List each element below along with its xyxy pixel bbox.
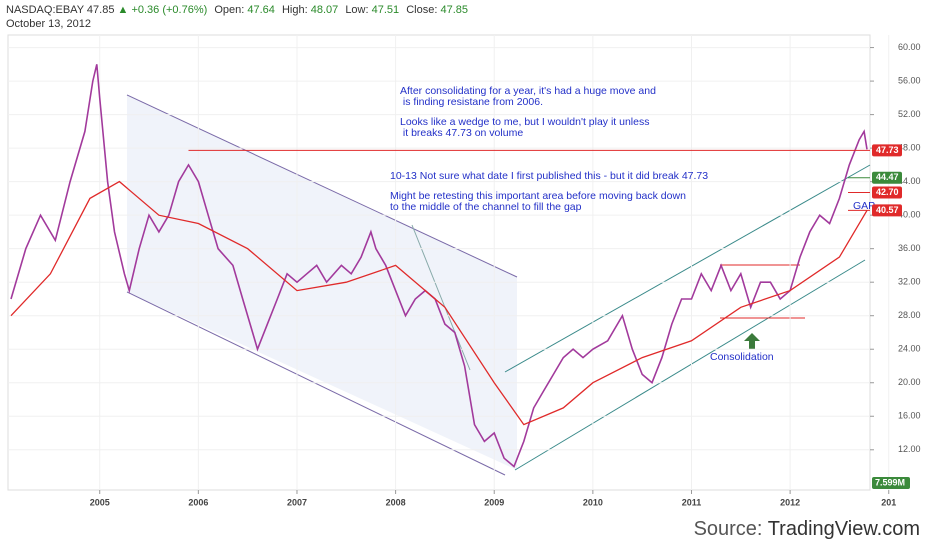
x-tick-label: 201 bbox=[881, 497, 896, 507]
low: 47.51 bbox=[372, 4, 400, 16]
y-tick-label: 56.00 bbox=[898, 75, 921, 85]
y-tick-label: 24.00 bbox=[898, 344, 921, 354]
marks bbox=[8, 35, 890, 490]
date: October 13, 2012 bbox=[6, 18, 91, 30]
annotation: Looks like a wedge to me, but I wouldn't… bbox=[400, 116, 649, 128]
level-label: 44.47 bbox=[876, 172, 899, 182]
y-tick-label: 60.00 bbox=[898, 42, 921, 52]
source: Source: TradingView.com bbox=[694, 518, 920, 540]
annotation: After consolidating for a year, it's had… bbox=[400, 85, 656, 97]
arrow bbox=[744, 333, 760, 349]
y-tick-label: 32.00 bbox=[898, 277, 921, 287]
annotation: Consolidation bbox=[710, 351, 774, 363]
wedge-lower bbox=[126, 291, 506, 476]
change: ▲ +0.36 (+0.76%) bbox=[118, 4, 208, 16]
annotation: 10-13 Not sure what date I first publish… bbox=[390, 170, 708, 182]
wedge-upper bbox=[126, 94, 518, 278]
y-tick-label: 12.00 bbox=[898, 444, 921, 454]
x-tick-label: 2005 bbox=[90, 497, 110, 507]
annotation: it breaks 47.73 on volume bbox=[400, 127, 523, 139]
annotation: Might be retesting this important area b… bbox=[390, 190, 686, 202]
label: Open: bbox=[214, 4, 244, 16]
series-line bbox=[10, 180, 868, 426]
y-tick-label: 52.00 bbox=[898, 109, 921, 119]
level-badge bbox=[872, 204, 902, 217]
y-tick-label: 28.00 bbox=[898, 310, 921, 320]
level-label: 47.73 bbox=[876, 145, 899, 155]
y-tick-label: 20.00 bbox=[898, 377, 921, 387]
source-label: Source: bbox=[694, 518, 763, 540]
level-badge bbox=[872, 186, 902, 199]
x-tick-label: 2011 bbox=[682, 497, 702, 507]
y-tick-label: 44.00 bbox=[898, 176, 921, 186]
x-tick-label: 2008 bbox=[386, 497, 406, 507]
volume-badge bbox=[872, 477, 910, 489]
label: Close: bbox=[406, 4, 437, 16]
annotation: GAP bbox=[853, 200, 875, 212]
x-tick-label: 2012 bbox=[780, 497, 800, 507]
x-tick-label: 2010 bbox=[583, 497, 603, 507]
y-tick-label: 40.00 bbox=[898, 210, 921, 220]
channel-upper bbox=[504, 164, 871, 373]
y-tick-label: 36.00 bbox=[898, 243, 921, 253]
level-badge bbox=[872, 144, 902, 157]
symbol: NASDAQ:EBAY bbox=[6, 4, 85, 16]
level-label: 42.70 bbox=[876, 187, 899, 197]
x-tick-label: 2006 bbox=[188, 497, 208, 507]
label: High: bbox=[282, 4, 308, 16]
y-tick-label: 16.00 bbox=[898, 411, 921, 421]
label: Low: bbox=[345, 4, 368, 16]
annotation: is finding resistane from 2006. bbox=[400, 96, 543, 108]
open: 47.64 bbox=[247, 4, 275, 16]
high: 48.07 bbox=[311, 4, 339, 16]
y-tick-label: 48.00 bbox=[898, 142, 921, 152]
level-badge bbox=[872, 171, 902, 184]
channel-lower bbox=[514, 259, 866, 471]
annotation: to the middle of the channel to fill the… bbox=[390, 201, 582, 213]
volume-label: 7.599M bbox=[875, 477, 905, 487]
close: 47.85 bbox=[440, 4, 468, 16]
source-name: TradingView.com bbox=[768, 518, 920, 540]
x-tick-label: 2009 bbox=[484, 497, 504, 507]
header-line: NASDAQ:EBAY 47.85 ▲ +0.36 (+0.76%) Open:… bbox=[6, 4, 468, 16]
last: 47.85 bbox=[87, 4, 115, 16]
series-line bbox=[10, 64, 868, 468]
x-tick-label: 2007 bbox=[287, 497, 307, 507]
level-label: 40.57 bbox=[876, 205, 899, 215]
